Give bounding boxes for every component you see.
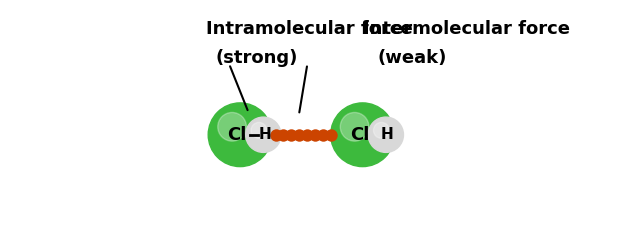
Circle shape bbox=[340, 112, 369, 141]
Circle shape bbox=[374, 122, 389, 138]
Circle shape bbox=[218, 112, 246, 141]
Point bbox=[318, 133, 328, 137]
Text: Cl: Cl bbox=[351, 126, 370, 144]
Circle shape bbox=[246, 117, 281, 152]
Text: Intermolecular force: Intermolecular force bbox=[363, 20, 570, 37]
Text: Intramolecular force: Intramolecular force bbox=[206, 20, 412, 37]
Text: (strong): (strong) bbox=[215, 49, 298, 67]
Circle shape bbox=[251, 122, 267, 138]
Circle shape bbox=[208, 103, 272, 167]
Point bbox=[310, 133, 320, 137]
Point bbox=[278, 133, 288, 137]
Point bbox=[302, 133, 312, 137]
Point bbox=[294, 133, 304, 137]
Circle shape bbox=[331, 103, 394, 167]
Point bbox=[326, 133, 336, 137]
Point bbox=[271, 133, 281, 137]
Text: H: H bbox=[258, 127, 271, 142]
Circle shape bbox=[368, 117, 404, 152]
Text: (weak): (weak) bbox=[378, 49, 447, 67]
Text: H: H bbox=[381, 127, 393, 142]
Text: Cl: Cl bbox=[227, 126, 246, 144]
Point bbox=[286, 133, 296, 137]
